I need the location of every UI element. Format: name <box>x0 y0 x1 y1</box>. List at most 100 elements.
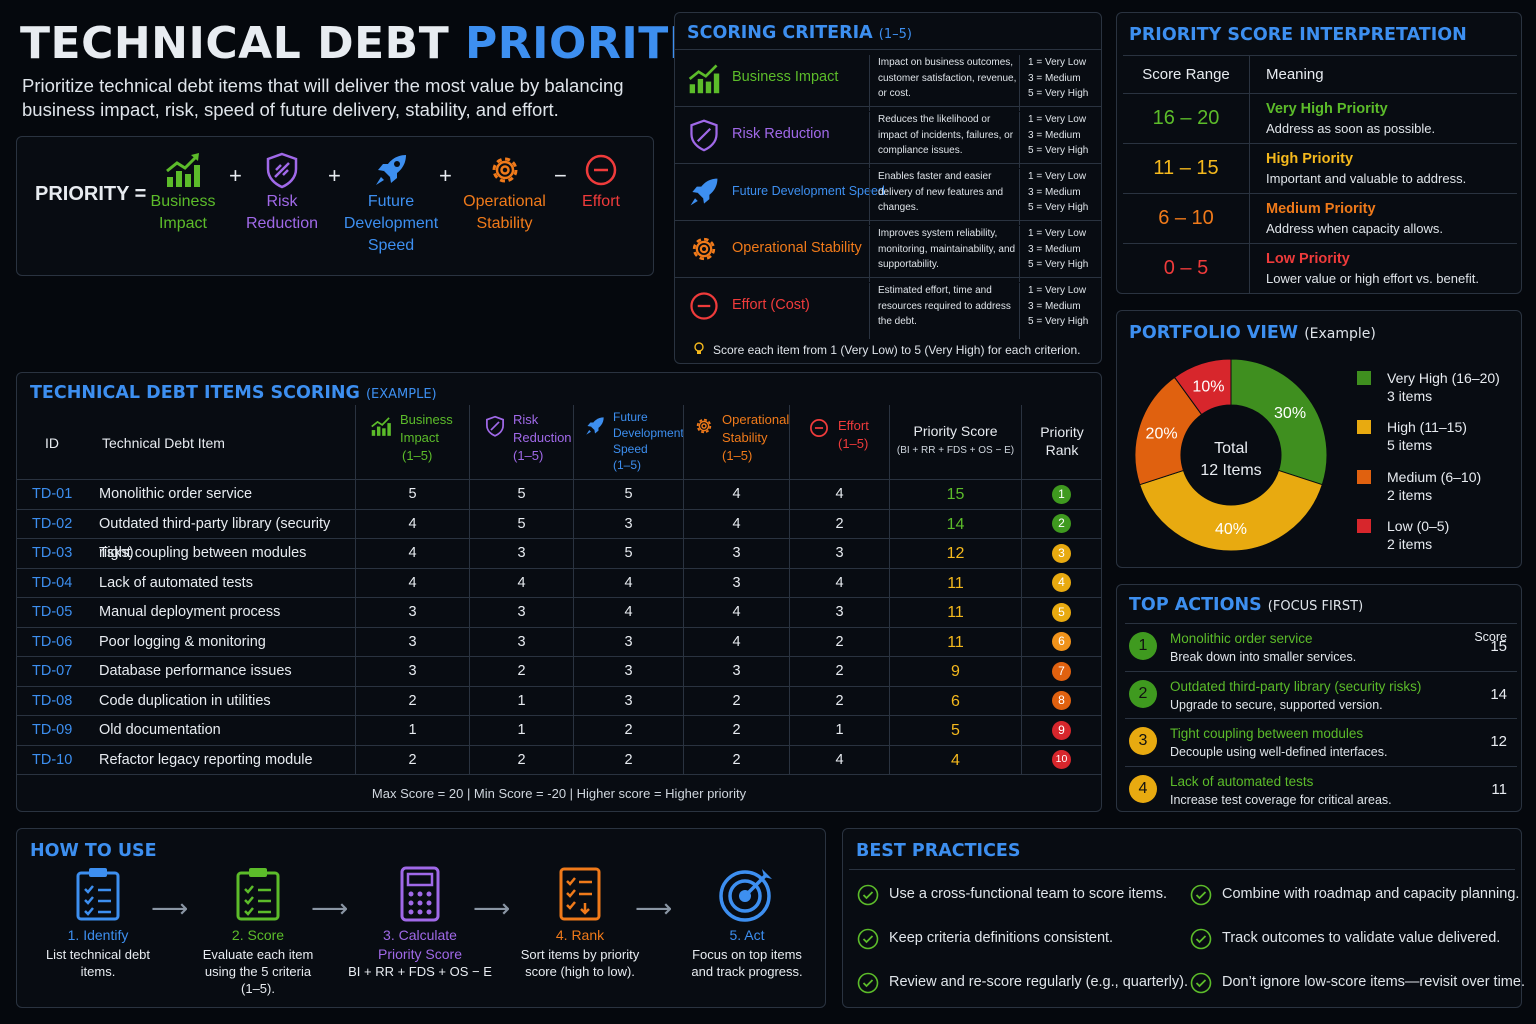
cell-e: 2 <box>789 686 889 716</box>
priority-interpretation-panel: PRIORITY SCORE INTERPRETATION Score Rang… <box>1116 12 1522 294</box>
formula-term-label: Operational Stability <box>463 193 546 232</box>
interpretation-row: 6 – 10 Medium Priority Address when capac… <box>1123 193 1517 244</box>
cell-os: 2 <box>683 716 789 746</box>
cell-bi: 5 <box>355 480 469 510</box>
scoring-criteria-panel: SCORING CRITERIA (1–5) Business Impact I… <box>674 12 1102 364</box>
cell-e: 2 <box>789 657 889 687</box>
cell-item: Poor logging & monitoring <box>99 633 266 650</box>
table-row: TD-06 Poor logging & monitoring 3 3 3 4 2 11 6 <box>17 626 1101 657</box>
cell-fds: 3 <box>573 686 683 716</box>
rank-badge: 6 <box>1052 632 1071 652</box>
cell-bi: 3 <box>355 598 469 628</box>
formula-term-label: Effort <box>582 193 620 210</box>
col-header-future-dev-speed: Future Development Speed (1–5) <box>573 405 684 479</box>
action-score: 12 <box>1490 733 1507 750</box>
action-description: Upgrade to secure, supported version. <box>1170 697 1383 712</box>
criteria-description: Estimated effort, time and resources req… <box>869 283 1019 339</box>
action-title: Lack of automated tests <box>1170 773 1314 789</box>
criteria-title: SCORING CRITERIA (1–5) <box>687 23 912 43</box>
check-circle-icon <box>857 884 879 906</box>
shield-icon <box>486 415 504 437</box>
criteria-row: Risk Reduction Reduces the likelihood or… <box>675 106 1101 168</box>
cell-fds: 2 <box>573 716 683 746</box>
criteria-row: Operational Stability Improves system re… <box>675 220 1101 282</box>
cell-id: TD-04 <box>32 574 73 591</box>
cell-item: Refactor legacy reporting module <box>99 751 313 768</box>
title-part1: TECHNICAL DEBT <box>20 18 450 69</box>
rocket-icon <box>586 417 604 435</box>
criteria-scale: 1 = Very Low 3 = Medium 5 = Very High <box>1019 169 1101 225</box>
col-header-business-impact: Business Impact (1–5) <box>355 405 469 479</box>
cell-fds: 3 <box>573 509 683 539</box>
table-row: TD-02 Outdated third-party library (secur… <box>17 508 1101 561</box>
cell-rr: 2 <box>469 657 573 687</box>
formula-term-label: Risk Reduction <box>245 193 319 232</box>
action-title: Outdated third-party library (security r… <box>1170 678 1422 694</box>
cell-bi: 4 <box>355 568 469 598</box>
cell-rank: 10 <box>1021 745 1101 775</box>
cell-e: 2 <box>789 509 889 539</box>
step-identify: 1. Identify List technical debt items. <box>23 865 173 980</box>
cell-e: 2 <box>789 627 889 657</box>
cell-rr: 5 <box>469 480 573 510</box>
cell-score: 11 <box>889 627 1021 657</box>
top-action-item: 2 Outdated third-party library (security … <box>1125 670 1517 718</box>
interpretation-row: 16 – 20 Very High Priority Address as soo… <box>1123 93 1517 144</box>
cell-bi: 4 <box>355 539 469 569</box>
cell-item: Code duplication in utilities <box>99 692 271 709</box>
cell-os: 4 <box>683 627 789 657</box>
formula-term-label: Future Development Speed <box>343 193 439 254</box>
table-title: TECHNICAL DEBT ITEMS SCORING (EXAMPLE) <box>30 383 437 403</box>
criteria-name: Effort (Cost) <box>732 297 810 313</box>
gear-icon <box>696 418 712 434</box>
how-to-use-panel: HOW TO USE 1. Identify List technical de… <box>16 828 826 1008</box>
step-arrow: ⟶ <box>635 893 673 923</box>
cell-rank: 6 <box>1021 627 1101 657</box>
cell-rank: 8 <box>1021 686 1101 716</box>
clipboard-list-icon <box>76 868 120 921</box>
action-description: Decouple using well-defined interfaces. <box>1170 745 1388 759</box>
table-row: TD-01 Monolithic order service 5 5 5 4 4 15 1 <box>17 479 1101 510</box>
cell-os: 2 <box>683 686 789 716</box>
rank-badge: 7 <box>1052 661 1071 681</box>
portfolio-title: PORTFOLIO VIEW (Example) <box>1129 323 1376 343</box>
best-practices-panel: BEST PRACTICES Use a cross-functional te… <box>842 828 1525 1008</box>
rocket-icon <box>690 178 718 206</box>
rank-badge: 9 <box>1052 720 1071 740</box>
donut-slice <box>1230 358 1328 486</box>
check-circle-icon <box>857 928 879 950</box>
step-act: 5. Act Focus on top items and track prog… <box>672 865 822 980</box>
cell-os: 4 <box>683 598 789 628</box>
step-score: 2. Score Evaluate each item using the 5 … <box>183 865 333 997</box>
col-header-id: ID <box>45 435 59 451</box>
action-score: 14 <box>1490 685 1507 703</box>
target-icon <box>719 869 772 922</box>
shield-icon <box>266 152 298 189</box>
score-range: 6 – 10 <box>1158 207 1214 229</box>
cell-os: 4 <box>683 509 789 539</box>
rocket-icon <box>376 155 406 185</box>
criteria-description: Impact on business outcomes, customer sa… <box>869 55 1019 111</box>
cell-id: TD-03 <box>32 545 73 561</box>
table-row: TD-10 Refactor legacy reporting module 2 2 2… <box>17 744 1101 775</box>
rank-badge: 10 <box>1052 750 1071 770</box>
cell-id: TD-01 <box>32 486 73 502</box>
donut-slice-label: 20% <box>1146 425 1178 442</box>
check-circle-icon <box>1190 884 1212 906</box>
cell-id: TD-02 <box>32 515 73 532</box>
chart-up-icon <box>166 153 200 187</box>
interpretation-row: 11 – 15 High Priority Important and valua… <box>1123 143 1517 194</box>
score-range: 16 – 20 <box>1152 107 1220 129</box>
cell-bi: 2 <box>355 745 469 775</box>
cell-rank: 2 <box>1021 509 1101 539</box>
col-header-operational-stability: Operational Stability (1–5) <box>683 405 789 479</box>
cell-score: 14 <box>889 509 1021 539</box>
cell-id: TD-07 <box>32 663 73 679</box>
formula-term-future-development-speed: Future Development Speed <box>343 151 439 257</box>
cell-score: 11 <box>889 568 1021 598</box>
check-circle-icon <box>1190 972 1212 994</box>
calculator-icon <box>400 866 440 922</box>
table-row: TD-05 Manual deployment process 3 3 4 4 3 11 5 <box>17 597 1101 628</box>
action-description: Increase test coverage for critical area… <box>1170 792 1392 807</box>
criteria-scale: 1 = Very Low 3 = Medium 5 = Very High <box>1019 226 1101 282</box>
